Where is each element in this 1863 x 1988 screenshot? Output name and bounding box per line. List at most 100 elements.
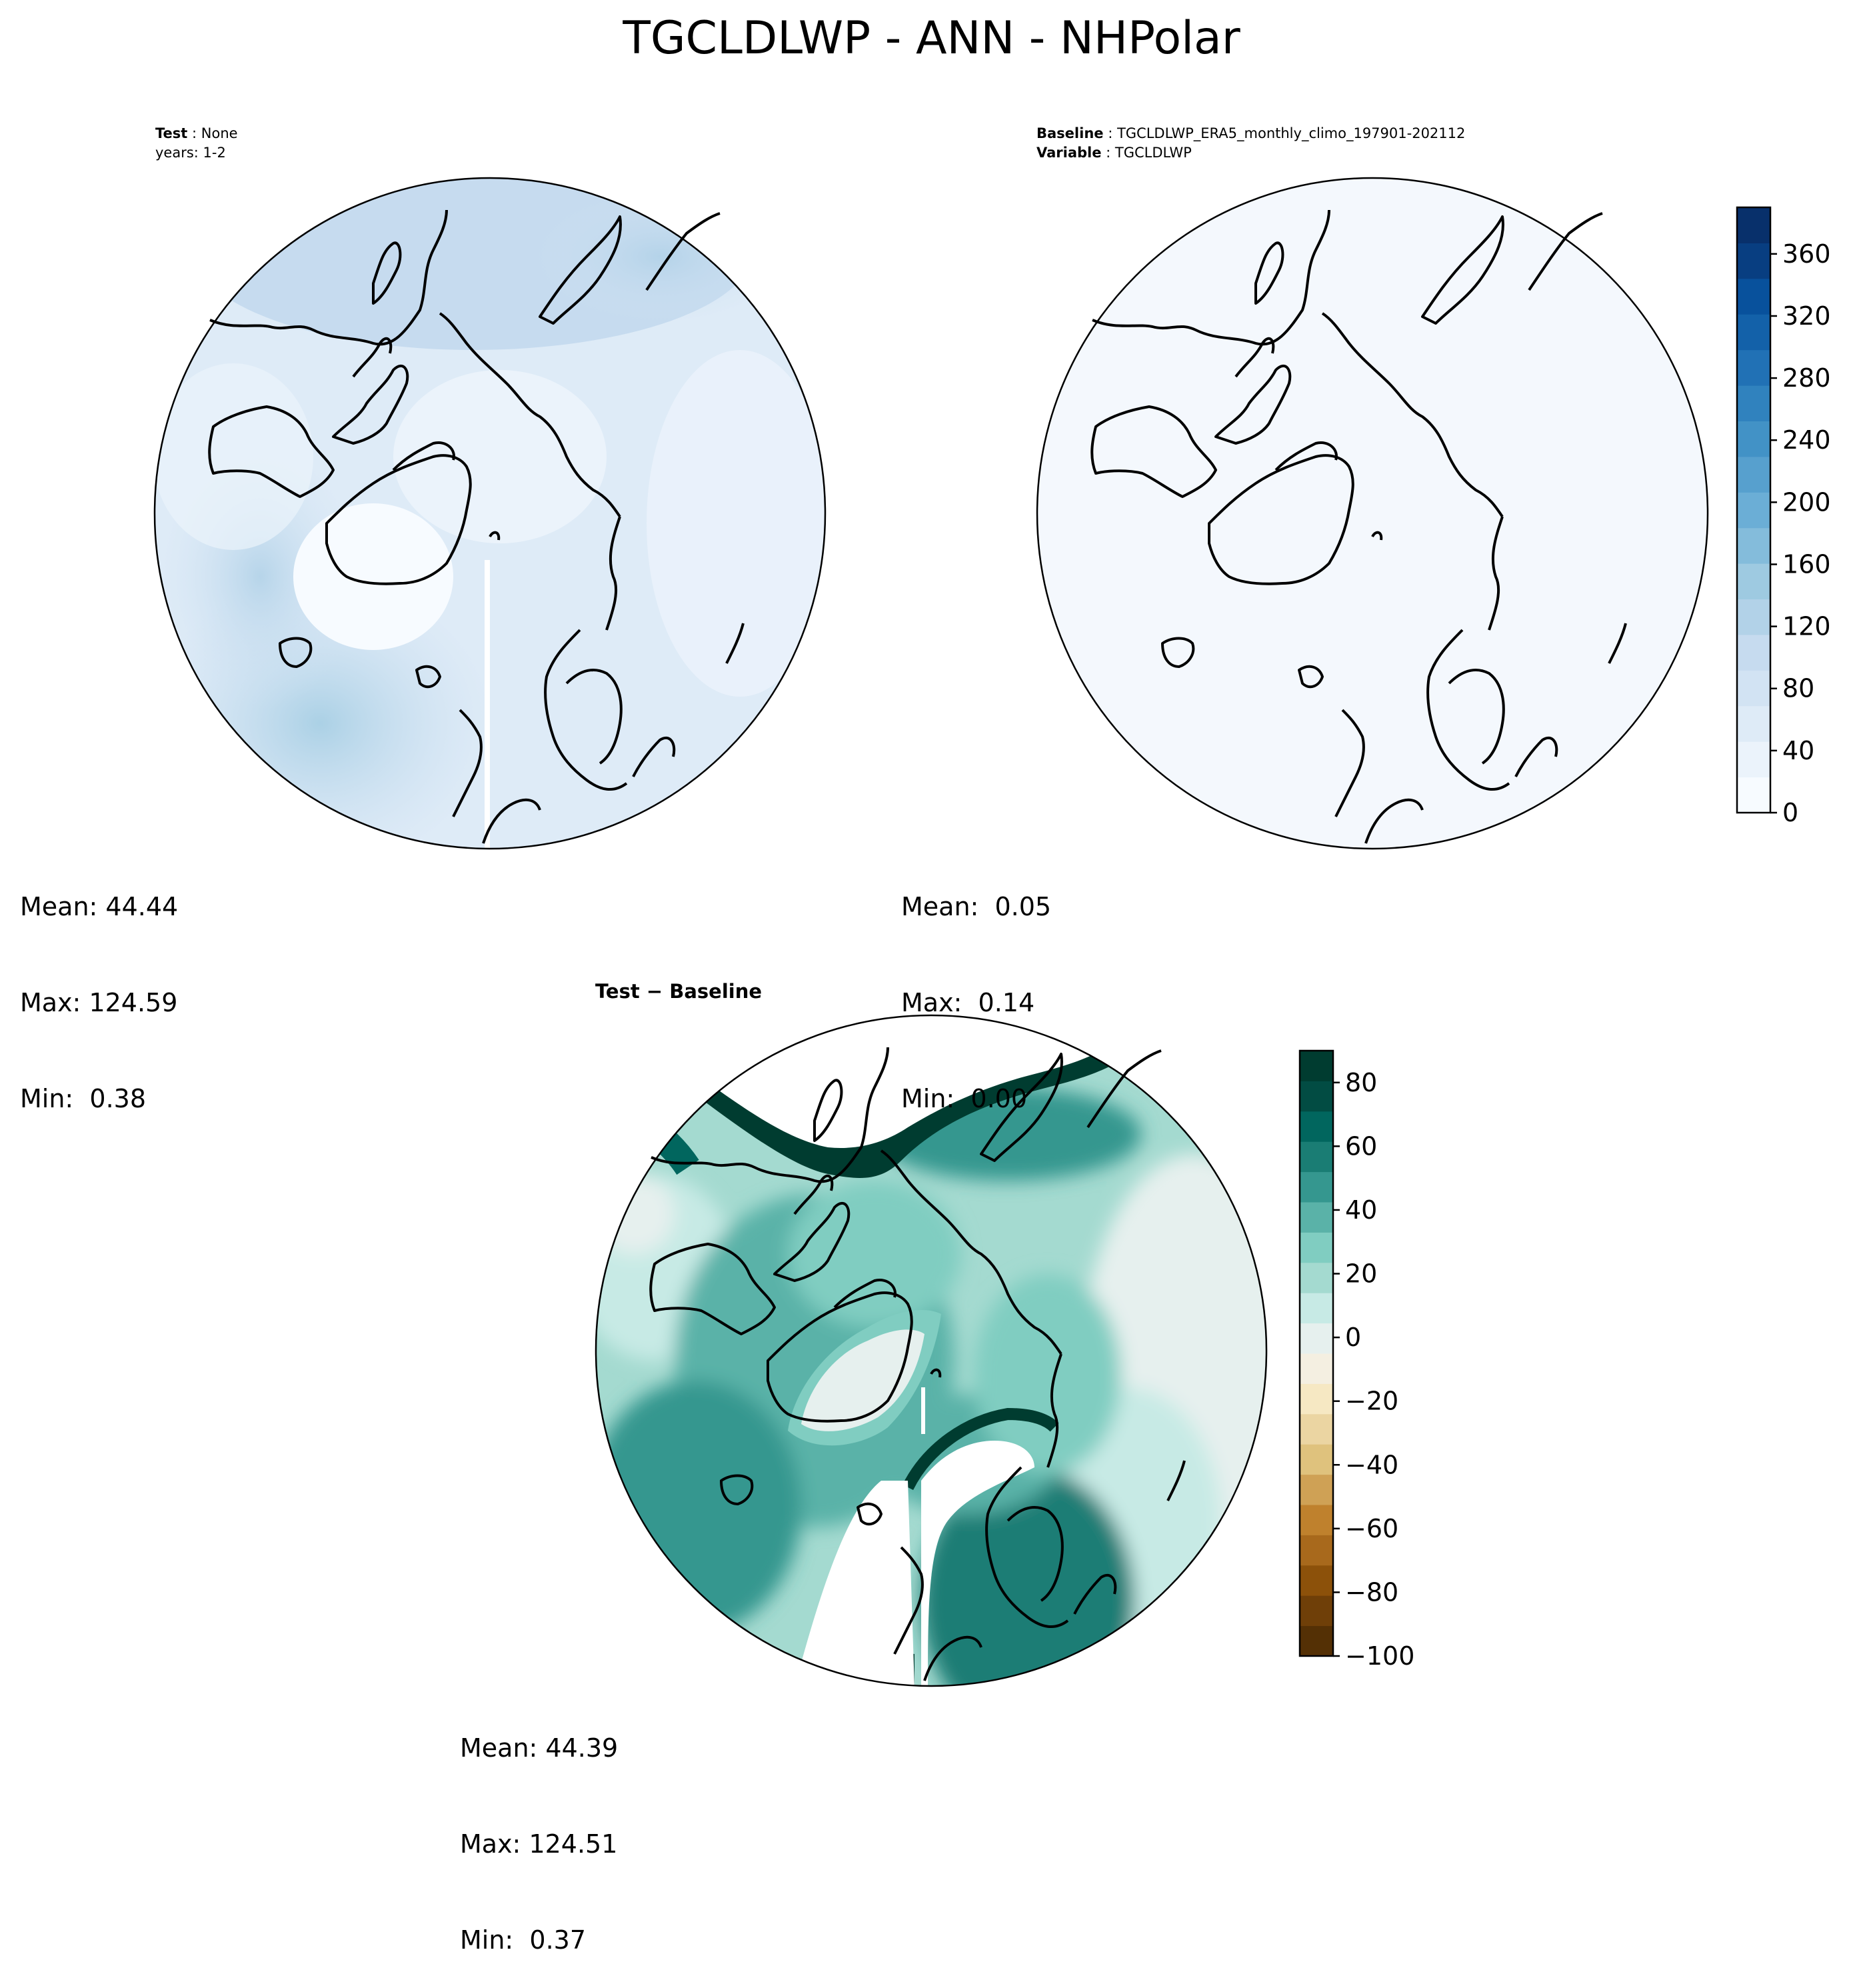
colorbar-swatch (1300, 1141, 1333, 1173)
coastline-segment (649, 1243, 776, 1335)
colorbar-swatch (1737, 243, 1770, 279)
colorbar-tick-label: −20 (1345, 1387, 1398, 1416)
coastline-segment (980, 1053, 1063, 1162)
colorbar-tick-label: −40 (1345, 1450, 1398, 1479)
coastline-segment (985, 1466, 1069, 1629)
coastline-segment (325, 454, 472, 585)
colorbar-swatch (1300, 1051, 1333, 1081)
coastline-segment (415, 665, 441, 689)
coastline-segment (1046, 1353, 1062, 1468)
coastline-segment (565, 669, 623, 765)
colorbar-swatch (1300, 1081, 1333, 1112)
colorbar-swatch (1737, 634, 1770, 671)
coastline-segment (332, 364, 409, 445)
coastline-segment (725, 623, 745, 664)
coastline-segment (605, 516, 621, 631)
coastline-segment (352, 337, 393, 378)
coastline-segment (1528, 212, 1603, 291)
colorbar-swatch (1737, 563, 1770, 600)
colorbar-tick-label: 240 (1782, 425, 1831, 455)
baseline-max: Max: 0.14 (901, 988, 1035, 1017)
colorbar-swatch (1300, 1505, 1333, 1535)
coastline-segment (539, 215, 622, 325)
coastline-segment (1086, 1049, 1162, 1129)
baseline-variable-key: Variable (1036, 145, 1102, 161)
baseline-coastlines (1090, 209, 1627, 844)
coastline-segment (1274, 441, 1338, 471)
colorbar-swatch (1300, 1413, 1333, 1445)
baseline-polar-map (1036, 177, 1709, 850)
colorbar-tick-label: 40 (1782, 736, 1814, 765)
coastline-segment (1421, 215, 1504, 325)
coastline-segment (208, 405, 335, 498)
coastline-segment (632, 736, 676, 777)
coastline-segment (372, 241, 402, 305)
baseline-panel-header: Baseline : TGCLDLWP_ERA5_monthly_climo_1… (1036, 125, 1466, 161)
coastline-segment (833, 1279, 897, 1309)
colorbar-swatch (1300, 1535, 1333, 1566)
difference-max: Max: 124.51 (460, 1829, 618, 1859)
colorbar-swatches (1737, 207, 1770, 813)
coastline-segment (893, 1546, 924, 1655)
coastline-segment (1166, 1460, 1186, 1501)
coastline-segment (1321, 312, 1504, 518)
baseline-variable-value: TGCLDLWP (1114, 145, 1192, 161)
coastline-segment (1298, 665, 1324, 689)
coastline-segment (1006, 1506, 1064, 1602)
coastline-segment (1214, 364, 1292, 445)
colorbar-swatch (1737, 456, 1770, 493)
coastline-segment (767, 1291, 913, 1423)
colorbar-tick-label: 360 (1782, 239, 1831, 269)
coastline-segment (1208, 454, 1354, 585)
baseline-mean: Mean: 0.05 (901, 892, 1052, 921)
test-mean: Mean: 44.44 (20, 892, 179, 921)
colorbar-swatch (1300, 1383, 1333, 1415)
coastline-segment (1426, 629, 1510, 791)
test-label-value: None (201, 125, 238, 141)
colorbar-swatch (1737, 777, 1770, 813)
colorbar-swatch (1737, 741, 1770, 778)
colorbar-swatch (1300, 1111, 1333, 1142)
coastline-segment (720, 1474, 754, 1505)
baseline-field (1037, 178, 1708, 849)
colorbar-frame (1736, 206, 1772, 814)
test-label-key: Test (155, 125, 188, 141)
colorbar-swatch (1300, 1595, 1333, 1627)
colorbar-swatches (1300, 1051, 1333, 1657)
coastline-segment (1254, 241, 1284, 305)
difference-panel-title: Test − Baseline (595, 980, 763, 1003)
baseline-min: Min: 0.00 (901, 1084, 1027, 1113)
test-stats: Mean: 44.44 Max: 124.59 Min: 0.38 (20, 827, 178, 1147)
colorbar-swatch (1737, 278, 1770, 315)
colorbar-swatch (1737, 670, 1770, 707)
colorbar-tick-label: 200 (1782, 487, 1831, 517)
coastline-segment (1161, 637, 1195, 668)
coastline-segment (209, 209, 448, 346)
coastline-segment (1448, 669, 1505, 765)
colorbar-swatch (1300, 1202, 1333, 1233)
colorbar-tick-label: −80 (1345, 1577, 1398, 1607)
test-field (155, 178, 825, 849)
coastline-segment (1514, 736, 1558, 777)
coastline-segment (1364, 798, 1424, 844)
difference-mean: Mean: 44.39 (460, 1733, 619, 1763)
coastline-segment (930, 1368, 942, 1378)
test-polar-map (153, 177, 827, 850)
coastline-segment (1090, 405, 1217, 498)
colorbar-tick-label: 0 (1345, 1323, 1361, 1352)
coastline-segment (1371, 531, 1383, 541)
colorbar-frame (1298, 1049, 1334, 1657)
colorbar-swatch (1300, 1625, 1333, 1657)
coastline-segment (482, 798, 541, 844)
colorbar-swatch (1300, 1474, 1333, 1505)
colorbar-swatch (1300, 1353, 1333, 1384)
colorbar-swatch (1300, 1171, 1333, 1203)
colorbar-tick-label: 0 (1782, 798, 1798, 827)
test-coastlines (208, 209, 745, 844)
test-panel-header: Test : None years: 1-2 (155, 124, 238, 163)
coastline-segment (1073, 1573, 1117, 1615)
colorbar-swatch (1737, 492, 1770, 529)
brbg-colorbar: −100 −80 −60 −40 −20 0 20 40 60 80 (1298, 1049, 1414, 1671)
blues-colorbar: 0 40 80 120 160 200 240 280 320 360 (1736, 206, 1831, 827)
test-max: Max: 124.59 (20, 988, 178, 1017)
